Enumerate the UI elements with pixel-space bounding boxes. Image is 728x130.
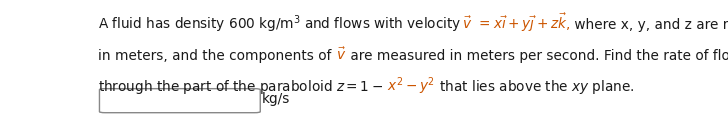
- Text: where x, y, and z are measured: where x, y, and z are measured: [570, 18, 728, 32]
- Text: $\vec{v}$: $\vec{v}$: [462, 15, 472, 32]
- Text: $= x\vec{\imath} + y\vec{\jmath} + z\vec{k}$,: $= x\vec{\imath} + y\vec{\jmath} + z\vec…: [472, 11, 570, 34]
- Text: are measured in meters per second. Find the rate of flow outward: are measured in meters per second. Find …: [346, 49, 728, 63]
- Text: kg/s: kg/s: [262, 92, 290, 106]
- Text: that lies above the $xy$ plane.: that lies above the $xy$ plane.: [435, 78, 635, 96]
- Text: through the part of the paraboloid $z = 1 -$: through the part of the paraboloid $z = …: [98, 78, 387, 96]
- Text: in meters, and the components of: in meters, and the components of: [98, 49, 336, 63]
- Text: A fluid has density 600 kg/m$^3$ and flows with velocity: A fluid has density 600 kg/m$^3$ and flo…: [98, 13, 462, 35]
- FancyBboxPatch shape: [100, 89, 261, 113]
- Text: $x^2 - y^2$: $x^2 - y^2$: [387, 75, 435, 97]
- Text: $\vec{v}$: $\vec{v}$: [336, 46, 346, 63]
